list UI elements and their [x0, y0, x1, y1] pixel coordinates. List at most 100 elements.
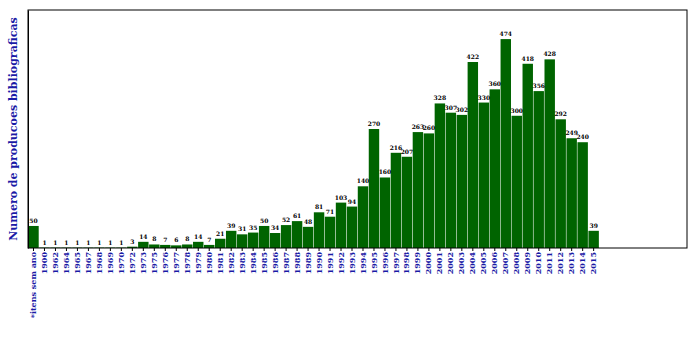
x-tick-label: 1997 [391, 252, 401, 274]
x-tick-label: 1900 [39, 252, 49, 275]
bar [457, 115, 467, 248]
bar [347, 207, 357, 248]
data-label: 1 [119, 239, 123, 246]
bar [248, 233, 258, 248]
bars [28, 39, 599, 248]
bar [479, 103, 489, 248]
x-tick-mark [505, 248, 506, 251]
data-label: 302 [456, 106, 469, 113]
data-label: 474 [500, 30, 513, 37]
data-label: 260 [423, 124, 436, 131]
x-tick: 1981 [215, 248, 225, 274]
bar [138, 242, 148, 248]
x-tick-mark [341, 248, 342, 251]
x-tick-label: 1986 [270, 252, 280, 275]
x-tick-mark [44, 248, 45, 251]
x-tick: 2010 [533, 248, 543, 274]
x-tick-label: 2001 [434, 252, 444, 274]
x-tick-label: 2008 [511, 252, 521, 275]
x-tick-label: 1973 [138, 252, 148, 275]
data-label: 8 [152, 235, 156, 242]
x-tick-mark [527, 248, 528, 251]
x-tick-label: 1994 [358, 252, 368, 275]
data-label: 3 [130, 238, 134, 245]
x-tick: 1977 [171, 248, 181, 274]
y-axis-line [28, 11, 29, 249]
data-label: 240 [576, 133, 589, 140]
data-label: 1 [75, 239, 79, 246]
x-tick: 1986 [270, 248, 280, 274]
x-tick-mark [571, 248, 572, 251]
x-tick-mark [395, 248, 396, 251]
x-tick-label: 1982 [226, 252, 236, 274]
x-tick-mark [297, 248, 298, 251]
x-axis: *itens sem ano19001962196419651967196819… [28, 248, 598, 318]
x-tick: 1991 [325, 248, 335, 274]
x-tick: 2001 [434, 248, 444, 274]
x-tick-label: 2007 [500, 252, 510, 274]
x-tick-label: *itens sem ano [28, 251, 38, 318]
x-tick: 2005 [478, 248, 488, 274]
data-label: 31 [238, 225, 246, 232]
x-tick: 1997 [391, 248, 401, 274]
bar [358, 186, 368, 248]
x-tick-label: 1972 [127, 252, 137, 274]
x-tick: 2009 [522, 248, 532, 274]
x-tick: 2015 [588, 248, 598, 274]
x-tick-mark [308, 248, 309, 251]
x-tick-mark [549, 248, 550, 251]
data-label: 428 [543, 50, 556, 57]
data-label: 418 [521, 55, 534, 62]
x-tick-mark [439, 248, 440, 251]
x-tick-mark [264, 248, 265, 251]
x-tick: 2014 [577, 248, 587, 274]
x-tick-mark [220, 248, 221, 251]
x-tick-label: 2015 [588, 252, 598, 274]
x-tick-mark [121, 248, 122, 251]
x-tick: 1976 [160, 248, 170, 274]
x-tick-mark [275, 248, 276, 251]
bar [446, 113, 456, 248]
x-tick-label: 1970 [116, 252, 126, 275]
x-tick-label: 2000 [423, 252, 433, 275]
x-tick: 2007 [500, 248, 510, 274]
data-label: 94 [348, 198, 356, 205]
x-tick-mark [132, 248, 133, 251]
x-tick: 1998 [401, 248, 411, 274]
x-tick-label: 1968 [94, 252, 104, 275]
x-tick-mark [362, 248, 363, 251]
x-tick: 1988 [292, 248, 302, 274]
x-tick-mark [538, 248, 539, 251]
bar [534, 91, 544, 248]
x-tick-mark [253, 248, 254, 251]
bar [237, 234, 247, 248]
x-tick-mark [176, 248, 177, 251]
bar [193, 242, 203, 248]
bar [402, 157, 412, 248]
data-label: 52 [282, 216, 290, 223]
data-label: 35 [249, 224, 257, 231]
x-tick-mark [286, 248, 287, 251]
x-tick: 1990 [314, 248, 324, 274]
bar [501, 39, 511, 248]
bar [566, 138, 576, 248]
data-label: 14 [139, 233, 147, 240]
x-tick-mark [494, 248, 495, 251]
data-label: 1 [64, 239, 68, 246]
x-tick-mark [352, 248, 353, 251]
x-tick-mark [88, 248, 89, 251]
bar [391, 153, 401, 248]
x-tick: 2013 [566, 248, 576, 274]
x-tick-mark [461, 248, 462, 251]
x-tick-label: 1991 [325, 252, 335, 274]
data-label: 140 [357, 177, 370, 184]
x-tick: 2003 [456, 248, 466, 274]
data-label: 360 [489, 80, 502, 87]
x-tick: 1987 [281, 248, 291, 274]
bar [28, 226, 38, 248]
x-tick-label: 1965 [72, 252, 82, 274]
data-label: 7 [207, 236, 211, 243]
data-label: 8 [185, 235, 189, 242]
bar [588, 231, 598, 248]
bar [512, 116, 522, 248]
